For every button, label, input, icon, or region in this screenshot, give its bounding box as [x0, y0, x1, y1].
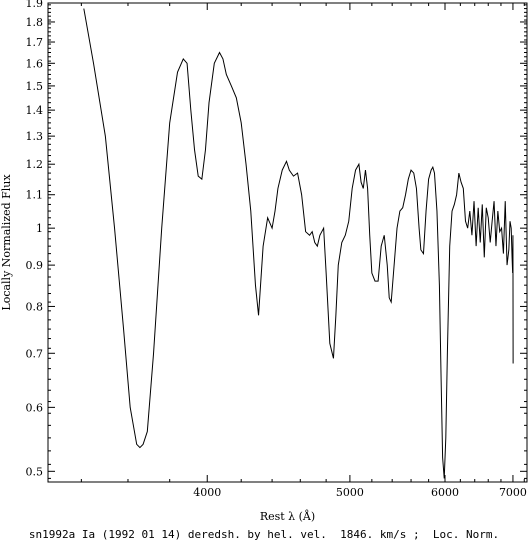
y-tick-label: 0.8 — [26, 300, 44, 313]
x-tick-label: 4000 — [193, 486, 221, 499]
y-tick-label: 1.1 — [26, 189, 44, 202]
x-axis-title: Rest λ (Å) — [260, 509, 315, 523]
y-tick-label: 1.3 — [26, 130, 44, 143]
axis-ticks — [48, 2, 527, 482]
y-tick-label: 0.7 — [26, 347, 44, 360]
chart-caption: sn1992a Ia (1992 01 14) deredsh. by hel.… — [29, 528, 499, 541]
x-tick-label: 5000 — [336, 486, 364, 499]
axis-tick-labels: 0.5 0.6 0.7 0.8 0.9 1 1.1 1.2 1.3 1.4 1.5 1.6 1.7 1.8… — [26, 0, 527, 499]
y-tick-label: 1.9 — [26, 0, 44, 10]
y-tick-label: 1 — [36, 222, 43, 235]
y-tick-label: 1.4 — [26, 104, 44, 117]
x-tick-label: 6000 — [431, 486, 459, 499]
x-tick-label: 7000 — [499, 486, 527, 499]
plot-frame — [47, 2, 528, 483]
y-tick-label: 0.6 — [26, 401, 44, 414]
y-tick-label: 1.7 — [26, 36, 44, 49]
y-tick-label: 1.6 — [26, 57, 44, 70]
y-tick-label: 0.9 — [26, 259, 44, 272]
y-tick-label: 1.2 — [26, 158, 44, 171]
flux-spectrum-line — [83, 8, 514, 479]
y-tick-label: 1.8 — [26, 16, 44, 29]
y-tick-label: 0.5 — [26, 465, 44, 478]
y-axis-title: Locally Normalized Flux — [0, 174, 13, 311]
y-tick-label: 1.5 — [26, 80, 44, 93]
